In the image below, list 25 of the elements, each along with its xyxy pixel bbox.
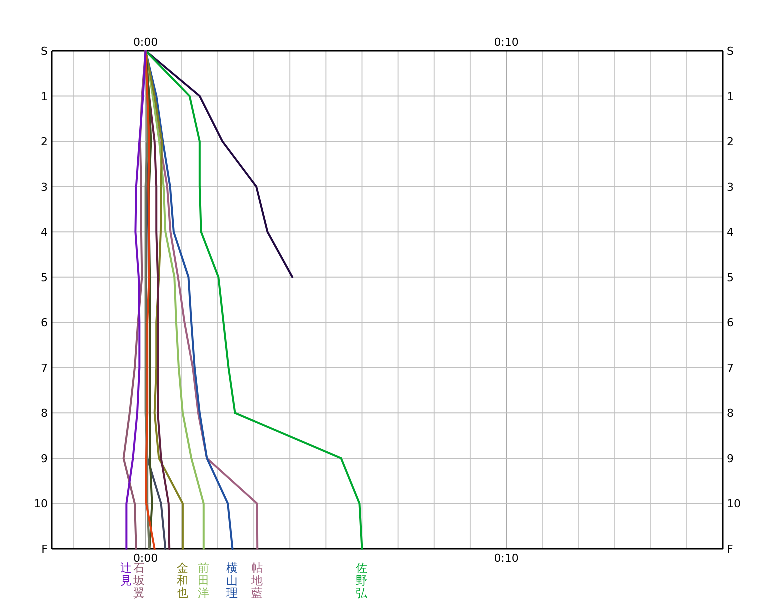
y-tick-label: 9 (41, 452, 48, 466)
y-tick-label: 10 (34, 498, 48, 511)
y2-tick-label: 1 (727, 90, 734, 104)
y-tick-label: 2 (41, 136, 48, 149)
y2-tick-label: S (727, 45, 734, 58)
y-tick-label: S (41, 45, 48, 58)
y2-tick-label: 3 (727, 180, 734, 194)
y2-tick-label: 8 (727, 407, 734, 420)
y-tick-label: 3 (41, 180, 48, 194)
y2-tick-label: 5 (727, 271, 734, 284)
y-tick-label: 8 (41, 407, 48, 420)
y-tick-label: 5 (41, 271, 48, 284)
y2-tick-label: 10 (727, 498, 741, 511)
y-tick-label: 4 (41, 226, 48, 240)
y-tick-label: 6 (41, 316, 48, 330)
y2-tick-label: 6 (727, 316, 734, 330)
x2-tick-label: 0:10 (494, 552, 519, 565)
y-tick-label: 7 (41, 362, 48, 375)
y2-tick-label: 4 (727, 226, 734, 240)
y-tick-label: 1 (41, 90, 48, 104)
y-tick-label: F (42, 543, 48, 556)
y2-tick-label: 2 (727, 136, 734, 149)
y2-tick-label: F (727, 543, 734, 556)
y2-tick-label: 7 (727, 362, 734, 375)
y2-tick-label: 9 (727, 452, 734, 466)
